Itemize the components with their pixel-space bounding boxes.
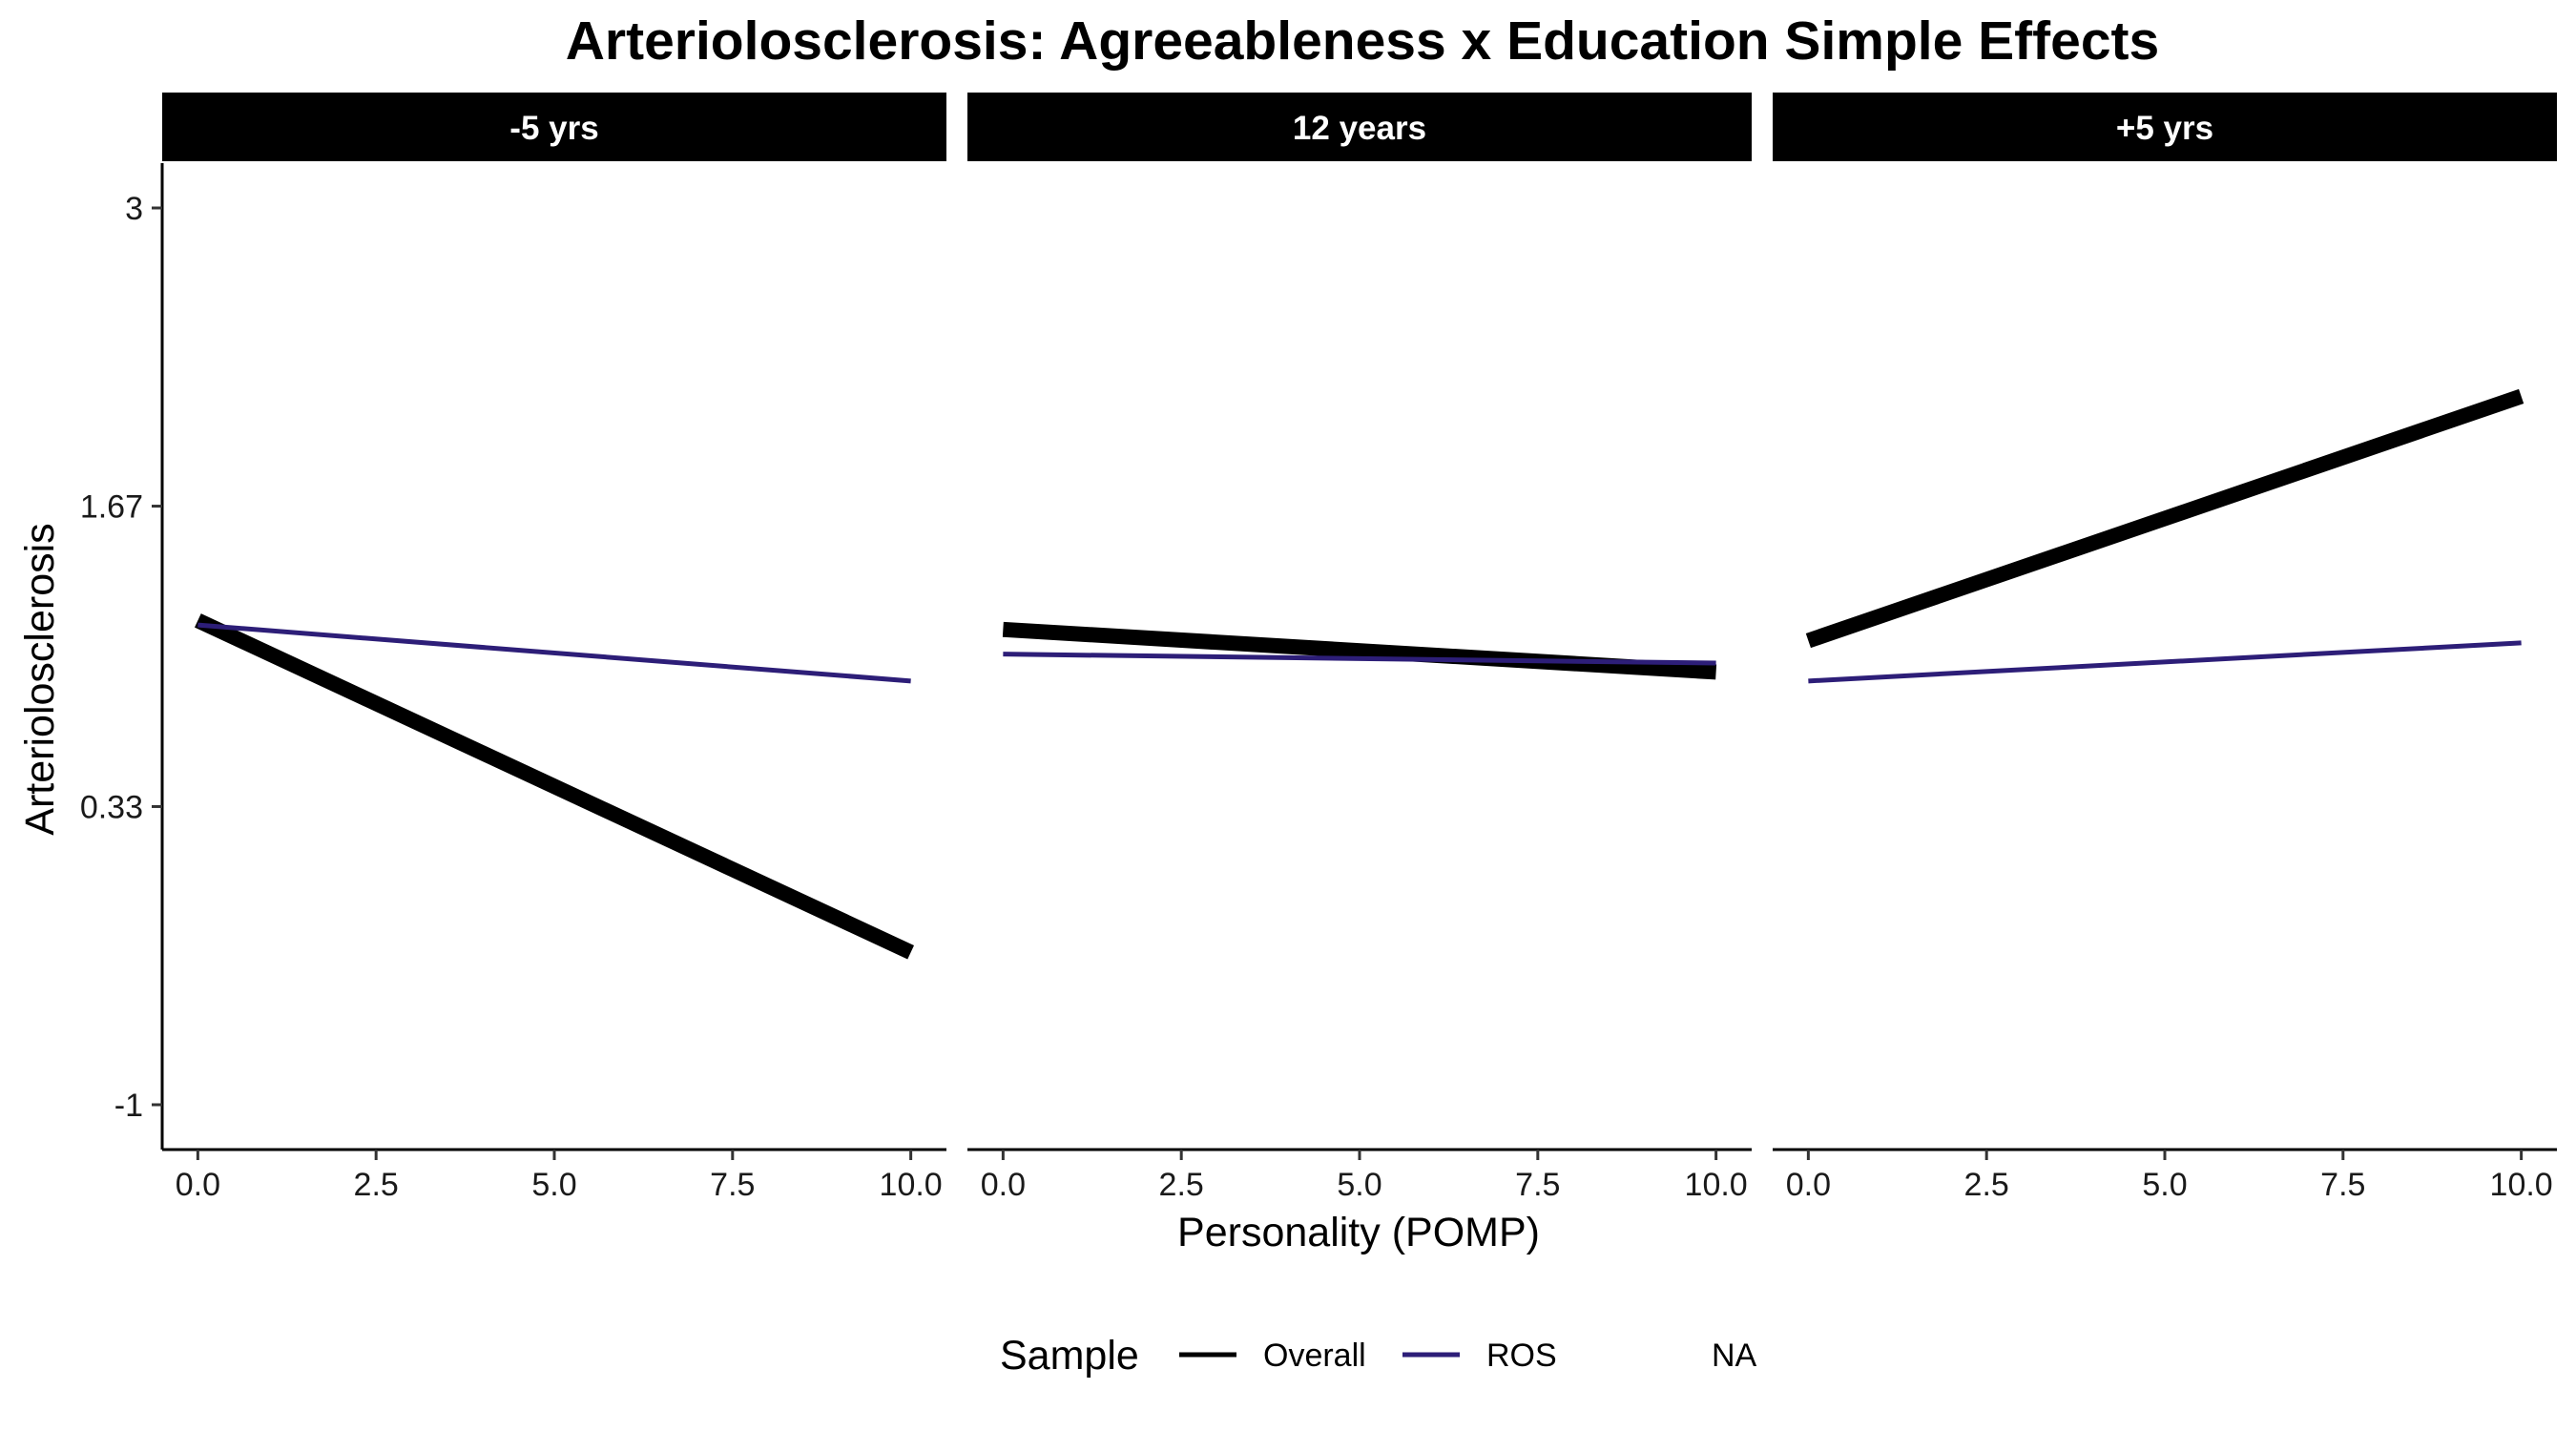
x-tick-label: 0.0 bbox=[981, 1167, 1026, 1203]
x-tick-label: 2.5 bbox=[354, 1167, 399, 1203]
x-tick-label: 5.0 bbox=[2142, 1167, 2187, 1203]
chart-title: Arteriolosclerosis: Agreeableness x Educ… bbox=[566, 10, 2159, 72]
facet-strip-label: +5 yrs bbox=[2116, 110, 2213, 147]
facet-strip bbox=[162, 93, 946, 161]
legend: Sample Overall ROS NA bbox=[1000, 1333, 1757, 1379]
facet-strip-label: -5 yrs bbox=[509, 110, 598, 147]
series-line-ros bbox=[1003, 652, 1716, 666]
series-line-ros bbox=[1808, 640, 2522, 684]
panel-2: 12 years 0.0 2.5 5.0 7.5 10.0 bbox=[967, 93, 1752, 1203]
panel-3: +5 yrs 0.0 2.5 5.0 7.5 10.0 bbox=[1773, 93, 2557, 1203]
facet-strip-label: 12 years bbox=[1293, 110, 1426, 147]
series-line-ros bbox=[197, 622, 911, 684]
x-tick-label: 10.0 bbox=[880, 1167, 943, 1203]
y-tick-label: 0.33 bbox=[80, 789, 143, 825]
x-tick-label: 5.0 bbox=[1337, 1167, 1381, 1203]
x-tick-label: 10.0 bbox=[2490, 1167, 2553, 1203]
series-line-overall bbox=[194, 613, 915, 960]
legend-label-ros: ROS bbox=[1486, 1338, 1557, 1374]
legend-title: Sample bbox=[1000, 1333, 1139, 1379]
x-tick-label: 2.5 bbox=[1159, 1167, 1204, 1203]
y-tick-label: 3 bbox=[125, 191, 143, 227]
x-tick-label: 0.0 bbox=[176, 1167, 220, 1203]
x-tick-label: 5.0 bbox=[531, 1167, 576, 1203]
x-tick-label: 0.0 bbox=[1786, 1167, 1831, 1203]
x-tick-label: 10.0 bbox=[1685, 1167, 1748, 1203]
x-axis-title: Personality (POMP) bbox=[1177, 1210, 1540, 1255]
x-tick-label: 7.5 bbox=[2320, 1167, 2365, 1203]
facet-strip bbox=[1773, 93, 2557, 161]
facet-strip bbox=[967, 93, 1752, 161]
legend-label-overall: Overall bbox=[1263, 1338, 1366, 1374]
panel-1: -5 yrs 0.0 2.5 5.0 7.5 10.0 bbox=[162, 93, 946, 1203]
y-tick-label: -1 bbox=[114, 1088, 143, 1124]
legend-label-na: NA bbox=[1712, 1338, 1757, 1374]
x-tick-label: 7.5 bbox=[1515, 1167, 1560, 1203]
x-tick-label: 7.5 bbox=[710, 1167, 755, 1203]
y-axis-title: Arteriolosclerosis bbox=[17, 523, 63, 835]
y-tick-label: 1.67 bbox=[80, 489, 143, 526]
panels: -5 yrs 0.0 2.5 5.0 7.5 10.0 12 years 0.0 2.5 5.0 7… bbox=[162, 93, 2557, 1203]
y-axis: -1 0.33 1.67 3 bbox=[80, 163, 164, 1150]
x-tick-label: 2.5 bbox=[1964, 1167, 2009, 1203]
series-line-overall bbox=[1805, 388, 2524, 649]
series-line-overall bbox=[1002, 621, 1717, 680]
